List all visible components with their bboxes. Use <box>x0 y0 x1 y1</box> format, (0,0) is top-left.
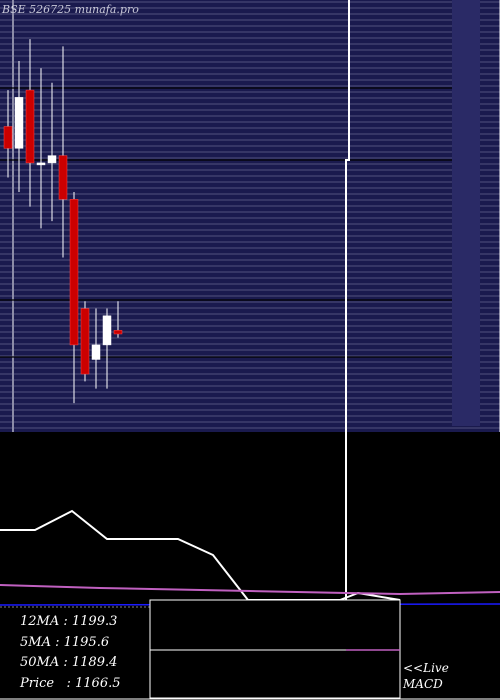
macd-panel <box>149 599 401 699</box>
ma-white-line <box>0 509 401 601</box>
candle-body <box>102 315 112 346</box>
candle-body <box>14 97 24 149</box>
candle-body <box>47 155 57 164</box>
ma50-value: 50MA : 1189.4 <box>20 655 118 670</box>
candle-body <box>80 308 90 375</box>
candle-body <box>113 330 123 335</box>
candle-body <box>25 89 35 164</box>
watermark: BSE 526725 munafa.pro <box>2 3 139 16</box>
live-macd-link[interactable]: <<Live MACD <box>403 660 449 692</box>
price-value: Price : 1166.5 <box>20 675 121 691</box>
candle-body <box>58 155 68 200</box>
macd-label[interactable]: MACD <box>403 677 443 691</box>
ma12-value: 12MA : 1199.3 <box>20 614 118 629</box>
candle-body <box>91 344 101 360</box>
candle-body <box>69 199 79 346</box>
price-axis-labels <box>452 0 480 426</box>
moving-average-stats: 12MA : 1199.3 5MA : 1195.6 50MA : 1189.4… <box>20 612 121 694</box>
candle-body <box>3 126 13 149</box>
live-link[interactable]: <<Live <box>403 661 449 675</box>
ma5-value: 5MA : 1195.6 <box>20 634 110 650</box>
candle-body <box>36 162 46 166</box>
ma-purple-line <box>0 584 500 596</box>
